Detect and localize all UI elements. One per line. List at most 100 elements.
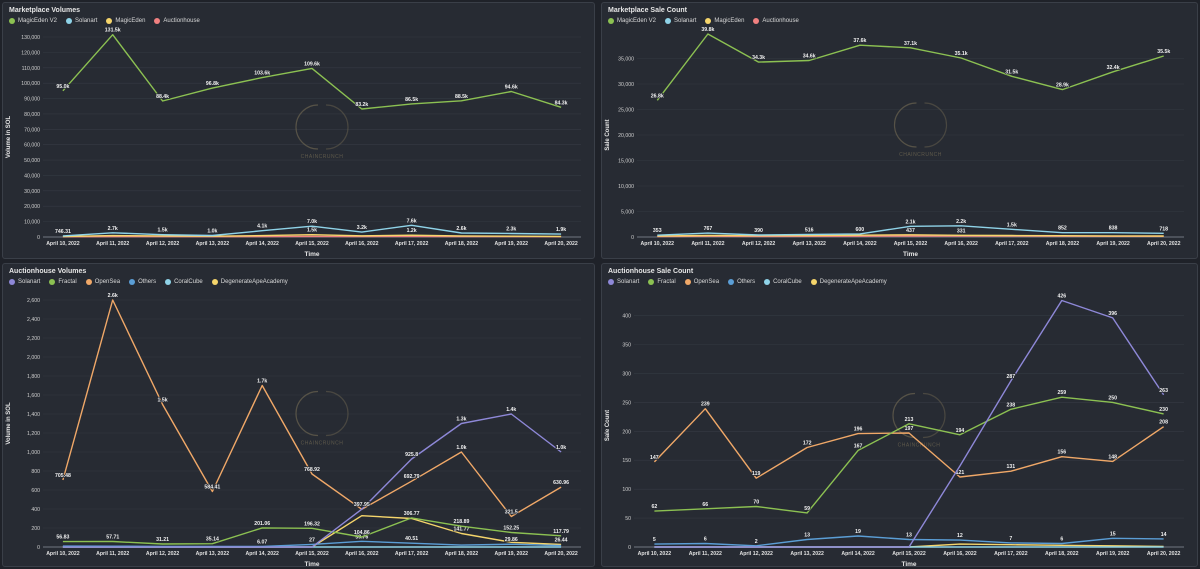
legend-item[interactable]: Fractal (648, 279, 676, 285)
chart-plot: 0 5,000 10,000 15,000 20,000 25,000 30,000 35,0… (605, 26, 1184, 258)
legend-dot-icon (9, 279, 15, 285)
data-label: 1.9k (556, 227, 566, 233)
y-tick-label: 30,000 (618, 82, 634, 88)
data-label: 196 (854, 427, 863, 433)
x-tick-label: April 12, 2022 (742, 241, 776, 247)
legend-item[interactable]: MagicEden (106, 18, 145, 24)
legend-label: Others (138, 279, 157, 285)
legend-item[interactable]: MagicEden V2 (608, 18, 656, 24)
x-axis-title: Time (901, 561, 916, 568)
data-label: 838 (1109, 226, 1118, 232)
legend-item[interactable]: CoralCube (165, 279, 203, 285)
legend-dot-icon (9, 18, 15, 24)
data-label: 321.5 (505, 509, 518, 515)
series-line (62, 413, 562, 548)
data-label: 6 (704, 537, 707, 543)
chart-title: Auctionhouse Volumes (9, 268, 87, 275)
legend-dot-icon (705, 18, 712, 24)
data-label: 263 (1159, 388, 1168, 394)
legend-item[interactable]: Auctionhouse (753, 18, 799, 24)
y-tick-label: 0 (628, 545, 631, 551)
chart-legend: MagicEden V2 Solanart MagicEden Auctionhous… (608, 18, 799, 24)
legend-label: DegenerateApeAcademy (819, 279, 887, 285)
legend-item[interactable]: Solanart (66, 18, 97, 24)
data-label: 2.6k (108, 293, 118, 299)
data-label: 287 (1007, 374, 1016, 380)
legend-item[interactable]: Fractal (49, 279, 77, 285)
x-tick-label: April 20, 2022 (1147, 551, 1181, 557)
data-label: 6 (1060, 537, 1063, 543)
data-label: 147 (650, 455, 659, 461)
y-axis-title: Volume in SOL (6, 402, 12, 445)
x-tick-label: April 13, 2022 (792, 241, 826, 247)
legend-item[interactable]: Others (129, 279, 156, 285)
legend-dot-icon (753, 18, 760, 24)
data-label: 2.3k (506, 226, 516, 232)
legend-item[interactable]: DegenerateApeAcademy (211, 279, 288, 285)
x-tick-label: April 14, 2022 (841, 551, 875, 557)
watermark-moon-icon (893, 102, 917, 148)
data-label: 1.2k (407, 228, 417, 234)
data-label: 2.1k (905, 219, 915, 225)
x-tick-label: April 16, 2022 (943, 551, 977, 557)
y-tick-label: 1,000 (27, 450, 40, 456)
x-tick-label: April 16, 2022 (944, 241, 978, 247)
data-label: 167 (854, 443, 863, 449)
data-label: 117.79 (553, 529, 569, 535)
x-tick-label: April 10, 2022 (46, 551, 80, 557)
x-tick-label: April 19, 2022 (495, 241, 529, 247)
legend-item[interactable]: DegenerateApeAcademy (810, 279, 887, 285)
legend-item[interactable]: Others (728, 279, 755, 285)
data-label: 26.44 (555, 537, 568, 543)
legend-label: CoralCube (773, 279, 802, 285)
data-label: 94.6k (505, 84, 518, 90)
chart-legend: MagicEden V2 Solanart MagicEden Auctionhous… (9, 18, 200, 24)
legend-label: Solanart (674, 18, 697, 24)
y-tick-label: 300 (622, 371, 631, 377)
watermark-text: CHAINCRUNCH (898, 443, 941, 449)
legend-item[interactable]: MagicEden V2 (9, 18, 57, 24)
data-label: 19 (855, 529, 861, 535)
x-tick-label: April 14, 2022 (843, 241, 877, 247)
legend-item[interactable]: CoralCube (764, 279, 802, 285)
legend-label: MagicEden V2 (617, 18, 657, 24)
data-label: 29.86 (505, 537, 518, 543)
data-label: 239 (701, 402, 710, 408)
y-tick-label: 1,400 (27, 412, 40, 418)
legend-item[interactable]: OpenSea (85, 279, 120, 285)
y-tick-label: 120,000 (21, 50, 40, 56)
data-label: 141.77 (454, 527, 470, 533)
data-label: 34.6k (803, 54, 816, 60)
x-tick-label: April 14, 2022 (245, 241, 279, 247)
data-label: 39.8k (701, 27, 714, 33)
data-label: 104.86 (354, 530, 370, 536)
legend-label: Solanart (18, 279, 41, 285)
y-tick-label: 50,000 (24, 158, 40, 164)
legend-label: CoralCube (174, 279, 203, 285)
legend-item[interactable]: OpenSea (684, 279, 719, 285)
legend-item[interactable]: Solanart (9, 279, 40, 285)
legend-dot-icon (49, 279, 56, 285)
y-axis-title: Volume in SOL (6, 116, 12, 159)
y-tick-label: 30,000 (24, 189, 40, 195)
x-axis-title: Time (304, 251, 319, 258)
y-tick-label: 200 (31, 526, 40, 532)
data-label: 35.1k (955, 51, 968, 57)
auctionhouse-sale-count-panel: Auctionhouse Sale Count Solanart Fractal O… (601, 263, 1198, 568)
chart-plot: 0 200 400 600 800 1,000 1,200 1,400 1,600 1,800 2,… (6, 292, 581, 568)
data-label: 6.07 (257, 539, 267, 545)
data-label: 59 (804, 506, 810, 512)
y-tick-label: 50 (625, 516, 631, 522)
x-tick-label: April 17, 2022 (994, 551, 1028, 557)
data-label: 250 (1108, 395, 1117, 401)
data-label: 28.9k (1056, 83, 1069, 89)
legend-item[interactable]: Solanart (665, 18, 696, 24)
legend-item[interactable]: MagicEden (705, 18, 744, 24)
x-tick-label: April 18, 2022 (1045, 551, 1079, 557)
legend-item[interactable]: Solanart (608, 279, 639, 285)
chart-legend: Solanart Fractal OpenSea Others CoralCube Deg… (9, 279, 288, 285)
marketplace-volumes-panel: Marketplace Volumes MagicEden V2 Solanart… (2, 2, 595, 259)
legend-label: MagicEden V2 (18, 18, 58, 24)
legend-item[interactable]: Auctionhouse (154, 18, 200, 24)
legend-dot-icon (684, 279, 691, 285)
